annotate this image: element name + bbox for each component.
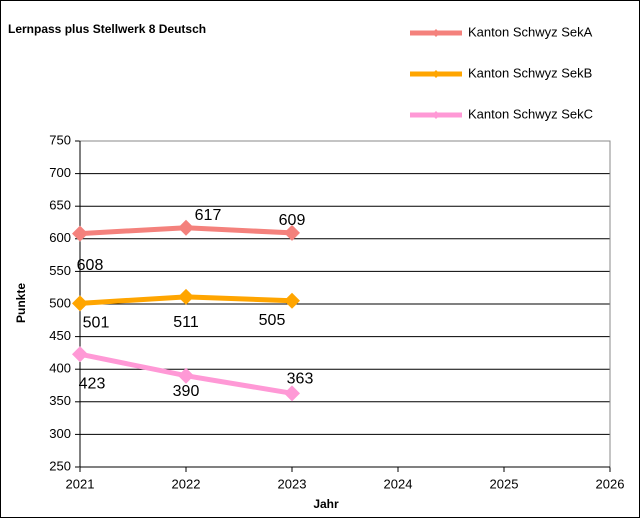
x-tick-label: 2024: [384, 476, 413, 491]
x-tick-label: 2026: [596, 476, 625, 491]
data-label: 505: [259, 312, 286, 329]
y-tick-label: 500: [49, 295, 71, 310]
data-label: 608: [77, 257, 104, 274]
y-tick-label: 600: [49, 230, 71, 245]
y-tick-label: 550: [49, 263, 71, 278]
x-tick-label: 2025: [490, 476, 519, 491]
y-tick-label: 700: [49, 165, 71, 180]
legend-marker: [432, 70, 440, 78]
data-label: 609: [279, 212, 306, 229]
x-tick-label: 2022: [172, 476, 201, 491]
legend-marker: [432, 29, 440, 37]
series-marker: [72, 346, 88, 363]
series-marker: [72, 295, 88, 312]
data-label: 617: [195, 207, 222, 224]
series-marker: [178, 219, 194, 236]
data-label: 511: [173, 314, 199, 331]
series-marker: [178, 288, 194, 305]
data-label: 501: [83, 315, 110, 332]
chart-title: Lernpass plus Stellwerk 8 Deutsch: [8, 22, 206, 36]
legend-label: Kanton Schwyz SekB: [468, 65, 592, 80]
x-tick-label: 2023: [278, 476, 307, 491]
y-tick-label: 300: [49, 426, 71, 441]
x-tick-label: 2021: [66, 476, 95, 491]
data-label: 390: [173, 383, 200, 400]
series-marker: [72, 225, 88, 242]
legend-marker: [432, 111, 440, 119]
x-axis-label: Jahr: [313, 497, 339, 511]
series-marker: [178, 367, 194, 384]
legend-label: Kanton Schwyz SekA: [468, 24, 593, 39]
data-label: 423: [79, 375, 106, 392]
y-tick-label: 400: [49, 361, 71, 376]
series-marker: [284, 292, 300, 309]
series-marker: [284, 224, 300, 241]
data-label: 363: [287, 371, 314, 388]
y-tick-label: 450: [49, 328, 71, 343]
y-axis-label: Punkte: [14, 283, 28, 323]
y-tick-label: 650: [49, 198, 71, 213]
series-marker: [284, 385, 300, 402]
legend-label: Kanton Schwyz SekC: [468, 106, 593, 121]
y-tick-label: 750: [49, 132, 71, 147]
y-tick-label: 350: [49, 393, 71, 408]
y-tick-label: 250: [49, 458, 71, 473]
